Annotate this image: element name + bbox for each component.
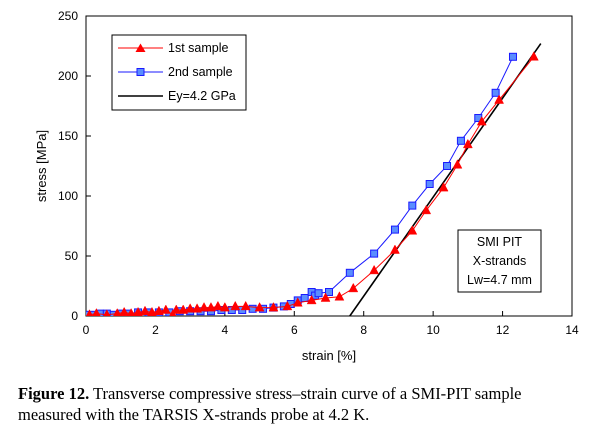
data-point-triangle bbox=[421, 204, 432, 215]
data-point-triangle bbox=[230, 300, 241, 311]
x-tick-label: 8 bbox=[360, 323, 367, 337]
data-point-square bbox=[443, 162, 452, 170]
y-axis-label: stress [MPa] bbox=[34, 130, 49, 202]
x-tick-label: 6 bbox=[291, 323, 298, 337]
legend: 1st sample 2nd sample Ey=4.2 GPa bbox=[111, 34, 247, 111]
annotation-line-3: Lw=4.7 mm bbox=[467, 273, 532, 287]
series-line bbox=[89, 56, 535, 316]
data-point-triangle bbox=[133, 306, 143, 316]
data-point-square bbox=[390, 225, 399, 234]
series-layer bbox=[86, 43, 542, 316]
data-point-triangle bbox=[390, 244, 400, 254]
y-tick-label: 0 bbox=[71, 309, 78, 323]
x-tick-label: 14 bbox=[565, 323, 579, 337]
data-point-triangle bbox=[320, 292, 331, 302]
annotation-line-1: SMI PIT bbox=[477, 235, 523, 249]
caption-text: Transverse compressive stress–strain cur… bbox=[18, 384, 522, 424]
data-point-triangle bbox=[452, 159, 463, 169]
data-point-triangle bbox=[268, 302, 279, 312]
data-point-triangle bbox=[348, 282, 359, 293]
data-point-triangle bbox=[192, 303, 203, 313]
data-point-triangle bbox=[147, 306, 157, 316]
x-tick-label: 4 bbox=[222, 323, 229, 337]
data-point-triangle bbox=[494, 94, 505, 104]
data-point-triangle bbox=[282, 300, 293, 311]
x-tick-label: 2 bbox=[152, 323, 159, 337]
data-point-triangle bbox=[240, 300, 251, 311]
series-line bbox=[349, 43, 542, 316]
data-point-triangle bbox=[334, 291, 345, 301]
data-point-triangle bbox=[219, 302, 230, 312]
data-point-triangle bbox=[86, 309, 94, 316]
y-axis: 0 50 100 150 200 250 bbox=[58, 9, 91, 323]
data-point-square bbox=[370, 249, 379, 258]
data-point-triangle bbox=[212, 300, 223, 311]
data-point-triangle bbox=[476, 116, 487, 126]
series-0 bbox=[86, 51, 539, 316]
data-point-square bbox=[508, 52, 517, 61]
data-point-triangle bbox=[185, 303, 196, 313]
y-tick-label: 150 bbox=[58, 129, 78, 143]
data-point-triangle bbox=[438, 182, 449, 192]
data-point-square bbox=[345, 268, 354, 277]
annotation-line-2: X-strands bbox=[473, 254, 527, 268]
annotation-frame bbox=[457, 229, 542, 293]
data-point-triangle bbox=[92, 308, 101, 316]
series-2 bbox=[349, 43, 542, 316]
legend-square-marker bbox=[136, 68, 145, 76]
data-point-triangle bbox=[119, 306, 130, 316]
data-point-square bbox=[491, 88, 500, 97]
x-tick-label: 12 bbox=[496, 323, 510, 337]
legend-label-fit: Ey=4.2 GPa bbox=[168, 89, 236, 103]
data-point-triangle bbox=[140, 305, 150, 315]
data-point-triangle bbox=[462, 138, 473, 149]
data-point-triangle bbox=[113, 308, 122, 316]
data-point-square bbox=[325, 288, 333, 296]
data-point-triangle bbox=[160, 304, 171, 314]
data-point-square bbox=[300, 294, 309, 302]
x-axis-label: strain [%] bbox=[302, 348, 356, 363]
legend-label-1st-sample: 1st sample bbox=[168, 41, 228, 55]
data-point-square bbox=[425, 180, 434, 188]
chart: 0 2 4 6 8 10 12 14 0 50 100 150 200 250 strain [%] s… bbox=[34, 9, 579, 363]
legend-triangle-marker bbox=[135, 43, 146, 52]
data-point-triangle bbox=[206, 302, 216, 312]
legend-label-2nd-sample: 2nd sample bbox=[168, 65, 233, 79]
data-point-triangle bbox=[153, 305, 164, 315]
data-point-square bbox=[314, 289, 323, 298]
data-point-triangle bbox=[407, 225, 418, 235]
y-tick-label: 250 bbox=[58, 9, 78, 23]
data-point-triangle bbox=[103, 309, 111, 316]
data-point-triangle bbox=[306, 294, 317, 305]
data-point-square bbox=[456, 136, 465, 145]
data-point-triangle bbox=[178, 304, 189, 314]
y-tick-label: 50 bbox=[65, 249, 79, 263]
data-point-triangle bbox=[254, 302, 265, 312]
y-tick-label: 200 bbox=[58, 69, 78, 83]
data-point-triangle bbox=[528, 51, 539, 61]
data-point-triangle bbox=[126, 308, 136, 316]
annotation-box: SMI PIT X-strands Lw=4.7 mm bbox=[457, 229, 542, 293]
data-point-triangle bbox=[292, 297, 303, 307]
data-point-square bbox=[408, 201, 417, 210]
data-point-triangle bbox=[199, 302, 209, 312]
x-tick-label: 10 bbox=[426, 323, 440, 337]
caption-label: Figure 12. bbox=[18, 384, 90, 403]
y-tick-label: 100 bbox=[58, 189, 78, 203]
figure-caption: Figure 12. Transverse compressive stress… bbox=[18, 383, 583, 425]
data-point-triangle bbox=[171, 304, 182, 314]
data-point-triangle bbox=[369, 264, 380, 275]
x-tick-label: 0 bbox=[83, 323, 90, 337]
